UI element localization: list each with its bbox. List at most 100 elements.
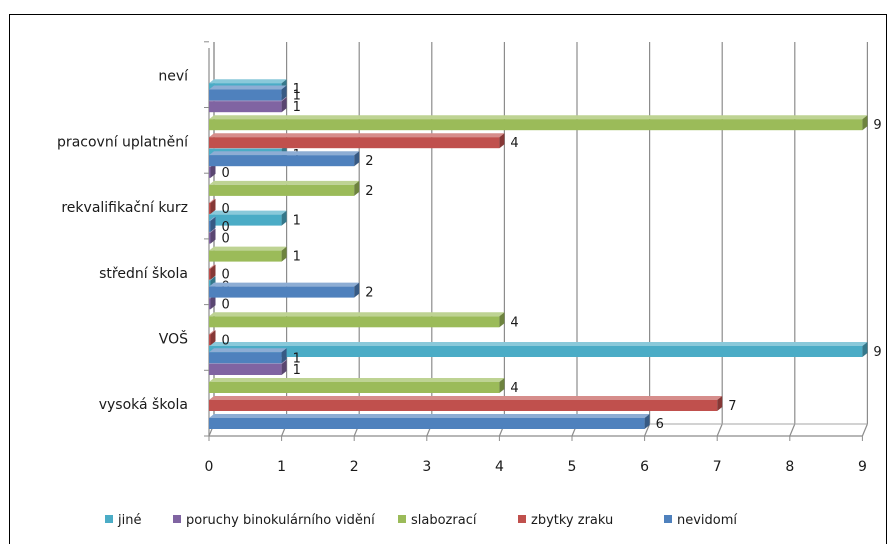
legend-label: poruchy binokulárního vidění [186, 513, 375, 528]
bar [209, 202, 211, 214]
bar-end-face [210, 198, 216, 214]
bar [209, 155, 355, 167]
bar-top-face [209, 210, 287, 215]
bar-end-face [499, 378, 505, 393]
bar-top-face [209, 180, 360, 185]
bar [209, 334, 211, 346]
x-tick-label: 2 [350, 459, 359, 475]
data-label: 0 [222, 268, 230, 283]
legend-label: slabozrací [411, 513, 477, 528]
bar [209, 89, 282, 101]
bar-end-face [281, 348, 287, 364]
bar-top-face [209, 414, 650, 418]
x-tick-label: 8 [785, 459, 794, 475]
bar-top-face [209, 133, 505, 138]
data-label: 2 [365, 184, 373, 199]
bar-end-face [354, 282, 360, 298]
category-label: vysoká škola [99, 397, 188, 413]
bar-top-face [209, 396, 723, 400]
bar [209, 418, 645, 429]
legend-swatch [398, 515, 406, 523]
bar [209, 382, 500, 393]
data-label: 2 [365, 154, 373, 169]
bar-end-face [281, 246, 287, 262]
bar [209, 137, 500, 149]
x-tick-label: 6 [640, 459, 649, 475]
bar-top-face [209, 115, 868, 120]
legend-swatch [664, 515, 672, 523]
bar-end-face [354, 151, 360, 167]
chart-frame [9, 14, 887, 544]
bar-top-face [209, 348, 287, 353]
bar-top-face [209, 330, 216, 335]
gridline-floor [716, 423, 723, 437]
bar-end-face [717, 396, 723, 411]
bar [209, 250, 282, 262]
bar [209, 352, 282, 364]
bar-top-face [209, 216, 216, 221]
category-label: rekvalifikační kurz [61, 200, 188, 216]
data-label: 2 [365, 286, 373, 301]
bar-top-face [209, 79, 287, 84]
data-label: 4 [510, 315, 518, 330]
data-label: 1 [293, 351, 301, 366]
bar [209, 346, 863, 357]
x-tick-label: 7 [713, 459, 722, 475]
data-label: 0 [222, 297, 230, 312]
bar-end-face [499, 133, 505, 149]
bar [209, 166, 211, 178]
bar-end-face [210, 294, 216, 310]
bar-end-face [862, 115, 868, 131]
bar-end-face [210, 330, 216, 346]
data-label: 0 [222, 333, 230, 348]
legend-swatch [173, 515, 181, 523]
bar [209, 400, 718, 411]
data-label: 0 [222, 220, 230, 235]
bar-end-face [210, 162, 216, 178]
bar [209, 101, 282, 113]
bar-end-face [354, 180, 360, 196]
x-tick-label: 9 [858, 459, 867, 475]
bar-top-face [209, 85, 287, 90]
x-tick-label: 0 [205, 459, 214, 475]
bar-end-face [862, 342, 868, 357]
bar-end-face [281, 210, 287, 226]
bar [209, 298, 211, 310]
data-label: 4 [510, 136, 518, 151]
bar [209, 280, 211, 292]
bar-end-face [281, 85, 287, 101]
bar-end-face [210, 264, 216, 280]
bar [209, 316, 500, 328]
bar-end-face [210, 216, 216, 232]
bar [209, 232, 211, 244]
bar-top-face [209, 342, 868, 346]
data-label: 9 [873, 345, 881, 360]
bar [209, 184, 355, 196]
bar [209, 268, 211, 280]
data-label: 1 [293, 363, 301, 378]
data-label: 1 [293, 100, 301, 115]
bar-top-face [209, 246, 287, 251]
data-label: 9 [873, 118, 881, 133]
data-label: 6 [656, 417, 664, 432]
legend-swatch [105, 515, 113, 523]
data-label: 1 [293, 214, 301, 229]
bar [209, 214, 282, 226]
x-tick-label: 4 [495, 459, 504, 475]
bar-top-face [209, 282, 360, 287]
x-tick-label: 1 [277, 459, 286, 475]
bar-end-face [281, 360, 287, 375]
gridline-floor [789, 423, 796, 437]
data-label: 0 [222, 166, 230, 181]
bar-top-face [209, 198, 216, 203]
bar-top-face [209, 264, 216, 269]
data-label: 0 [222, 202, 230, 217]
bar-end-face [281, 97, 287, 113]
bar [209, 286, 355, 298]
legend-label: nevidomí [677, 513, 737, 528]
bar [209, 364, 282, 375]
data-label: 4 [510, 381, 518, 396]
x-tick-label: 5 [568, 459, 577, 475]
data-label: 1 [293, 250, 301, 265]
